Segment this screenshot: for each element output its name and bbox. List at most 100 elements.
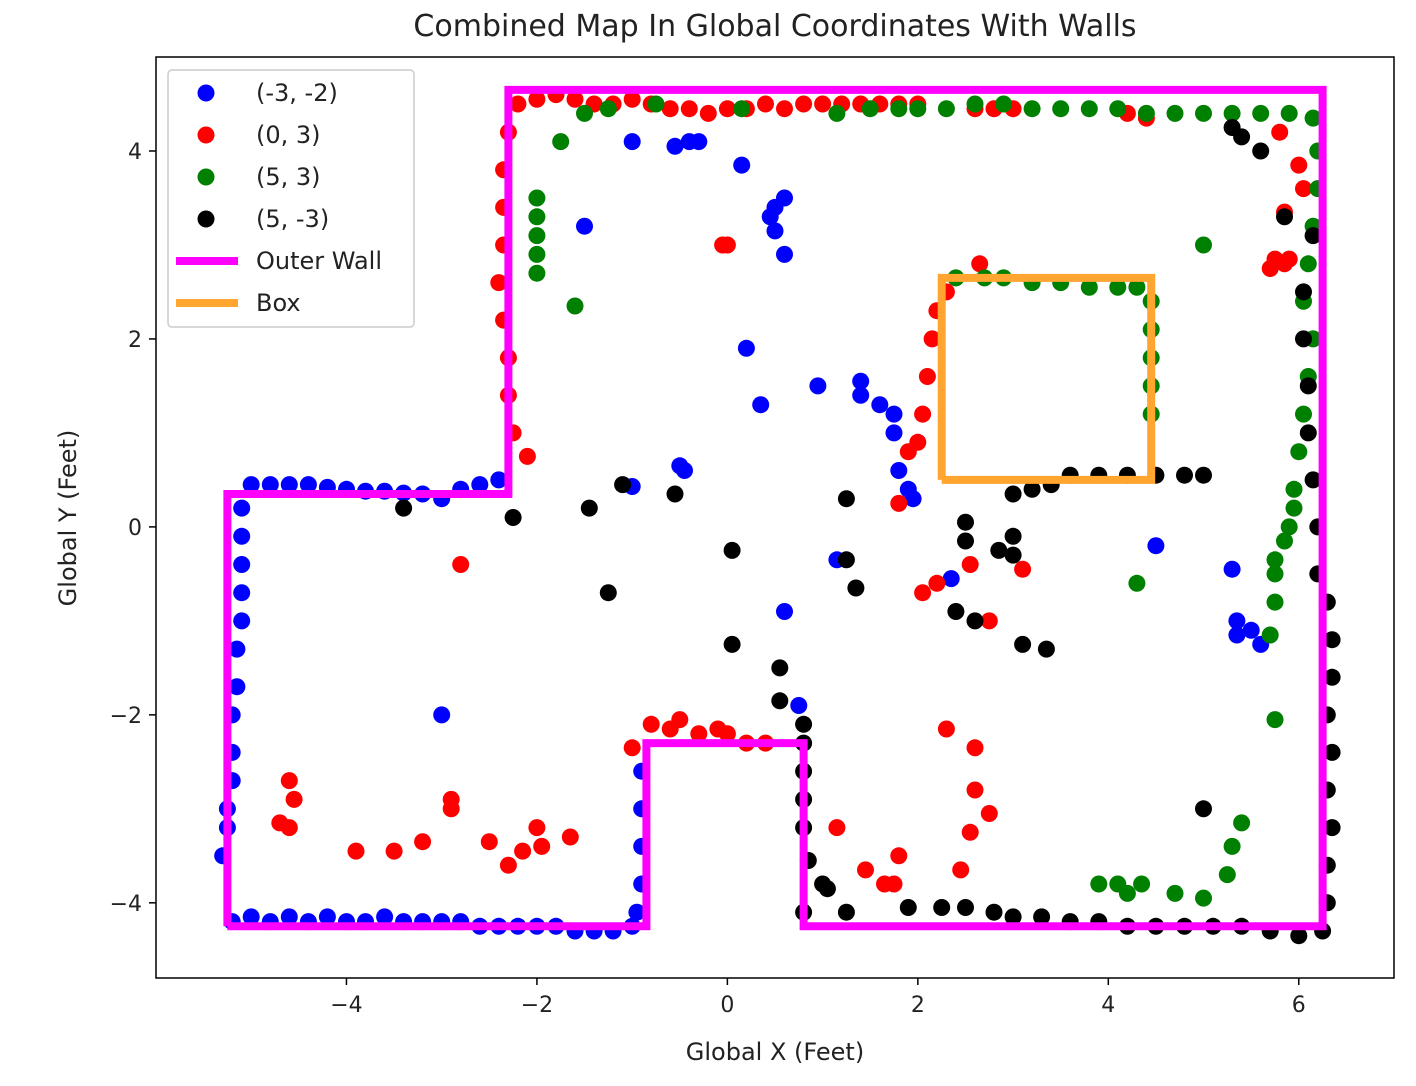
data-point (957, 513, 974, 531)
data-point (957, 532, 974, 550)
data-point (733, 100, 751, 118)
data-point (552, 133, 570, 151)
data-point (599, 584, 617, 602)
data-point (980, 612, 998, 630)
data-point (1233, 814, 1251, 832)
data-point (318, 908, 336, 926)
data-point (909, 100, 927, 118)
data-point (1014, 635, 1032, 653)
data-point (795, 95, 813, 113)
data-point (566, 90, 584, 108)
data-point (1223, 837, 1241, 855)
data-point (861, 100, 879, 118)
data-point (1166, 104, 1184, 122)
legend-label: Outer Wall (256, 247, 382, 275)
data-point (1195, 889, 1212, 907)
data-point (771, 692, 789, 710)
legend-label: (0, 3) (256, 121, 321, 149)
data-point (566, 297, 584, 315)
y-axis-label: Global Y (Feet) (54, 430, 82, 607)
data-point (1109, 278, 1127, 296)
data-point (1137, 104, 1155, 122)
data-point (1176, 466, 1193, 484)
data-point (1195, 800, 1212, 818)
data-point (1195, 104, 1212, 122)
data-point (904, 490, 922, 508)
data-point (490, 471, 508, 489)
data-point (599, 100, 617, 118)
data-point (528, 208, 546, 226)
data-point (1004, 527, 1022, 545)
legend-label: Box (256, 289, 301, 317)
data-point (1290, 443, 1308, 461)
data-point (937, 100, 955, 118)
plot-area (214, 85, 1341, 945)
data-point (828, 104, 846, 122)
legend-marker (197, 168, 215, 186)
y-tick-label: 0 (128, 516, 142, 541)
data-point (499, 856, 517, 874)
data-point (1233, 128, 1251, 146)
data-point (1090, 875, 1108, 893)
data-point (961, 823, 979, 841)
data-point (1280, 104, 1298, 122)
data-point (285, 790, 303, 808)
data-point (1323, 631, 1341, 649)
x-tick-label: −4 (330, 993, 362, 1018)
data-point (1037, 640, 1055, 658)
data-point (1266, 551, 1284, 569)
data-point (966, 95, 984, 113)
data-point (1128, 278, 1146, 296)
data-point (242, 908, 260, 926)
data-point (690, 133, 708, 151)
data-point (347, 842, 365, 860)
data-point (809, 377, 827, 395)
data-point (452, 556, 470, 573)
data-point (642, 715, 660, 733)
data-point (847, 579, 865, 597)
data-point (442, 800, 460, 818)
data-point (966, 739, 984, 757)
data-point (1266, 565, 1284, 583)
y-tick-label: 4 (128, 140, 142, 165)
data-point (776, 189, 793, 207)
data-point (490, 274, 508, 292)
data-point (776, 100, 793, 118)
data-point (280, 476, 298, 494)
data-point (623, 133, 641, 151)
data-point (933, 899, 951, 916)
data-point (661, 100, 679, 118)
data-point (899, 899, 917, 916)
data-point (1133, 875, 1151, 893)
data-point (837, 903, 855, 921)
data-point (961, 556, 979, 573)
legend-label: (-3, -2) (256, 79, 338, 107)
data-point (666, 485, 684, 503)
data-point (1299, 377, 1317, 395)
data-point (790, 697, 808, 714)
data-point (504, 509, 522, 526)
data-point (914, 584, 932, 602)
data-point (414, 833, 432, 851)
data-point (680, 100, 698, 118)
data-point (280, 819, 298, 837)
data-point (1271, 123, 1289, 141)
y-tick-label: −2 (110, 704, 142, 729)
data-point (280, 772, 298, 790)
axes-frame (155, 56, 1395, 979)
data-point (966, 781, 984, 799)
data-point (890, 462, 908, 479)
x-axis-label: Global X (Feet) (686, 1038, 864, 1066)
data-point (1304, 471, 1322, 489)
data-point (890, 847, 908, 865)
data-point (628, 903, 646, 921)
data-point (990, 541, 1008, 559)
legend-marker (197, 210, 215, 228)
data-point (971, 255, 989, 273)
data-point (1023, 480, 1041, 498)
data-point (857, 861, 874, 879)
data-point (480, 833, 498, 851)
data-point (1242, 621, 1260, 639)
data-point (1299, 424, 1317, 442)
